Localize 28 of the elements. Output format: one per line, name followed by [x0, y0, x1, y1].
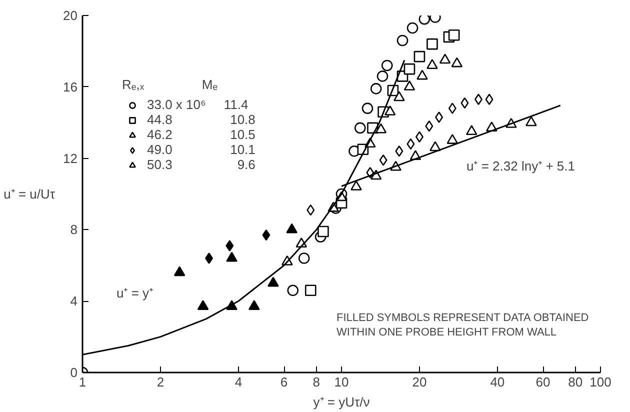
y-axis-title: u⁺ = u/Uτ [4, 186, 56, 202]
y-tick-label: 8 [70, 222, 78, 238]
x-tick-label: 10 [334, 374, 349, 390]
legend-label: 50.3 9.6 [147, 157, 256, 172]
annotation: u⁺ = y⁺ [116, 286, 154, 300]
y-tick-label: 20 [63, 8, 78, 23]
annotation: u⁺ = 2.32 lny⁺ + 5.1 [466, 158, 575, 174]
x-tick-label: 20 [412, 374, 427, 390]
x-tick-label: 2 [156, 374, 164, 390]
x-tick-label: 60 [536, 374, 550, 390]
x-axis-title: y⁺ = yUτ/ν [313, 394, 370, 410]
x-tick-label: 8 [312, 374, 320, 390]
legend-title: Rₑ,ₓ Mₑ [122, 77, 219, 92]
y-tick-label: 4 [70, 294, 78, 309]
x-tick-label: 4 [234, 374, 242, 390]
y-tick-label: 12 [63, 150, 78, 166]
y-tick-label: 16 [63, 79, 78, 94]
legend-label: 49.0 10.1 [147, 142, 256, 157]
legend-label: 33.0 x 10⁶ 11.4 [147, 97, 248, 112]
x-tick-label: 1 [78, 374, 86, 390]
y-tick-label: 0 [70, 365, 78, 380]
legend-label: 46.2 10.5 [147, 127, 256, 142]
x-tick-label: 80 [568, 374, 583, 390]
x-tick-label: 40 [490, 374, 505, 390]
x-tick-label: 100 [590, 374, 612, 390]
annotation: FILLED SYMBOLS REPRESENT DATA OBTAINED WITHIN ONE PROBE HEIGHT FROM WALL [336, 312, 589, 338]
legend-label: 44.8 10.8 [147, 112, 256, 127]
x-tick-label: 6 [280, 374, 288, 390]
